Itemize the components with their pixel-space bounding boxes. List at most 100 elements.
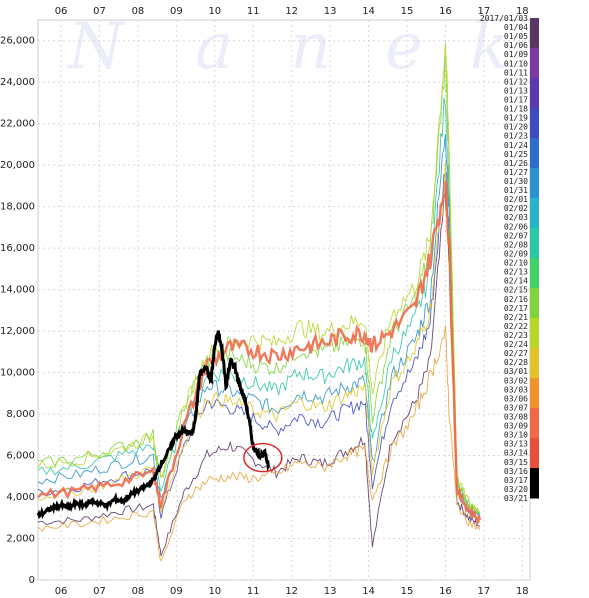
y-tick-label: 20,000	[0, 160, 35, 171]
legend-entry: 02/16	[504, 295, 528, 304]
legend-entry: 01/09	[504, 50, 528, 59]
x-tick-label-top: 13	[324, 6, 337, 17]
legend-color-segment	[530, 48, 539, 79]
watermark-letter: a	[195, 10, 233, 84]
x-tick-label-bottom: 11	[247, 586, 260, 597]
legend-entry: 03/08	[504, 412, 528, 421]
x-tick-label-bottom: 07	[93, 586, 106, 597]
legend-entry: 03/07	[504, 403, 528, 412]
y-tick-label: 12,000	[0, 326, 35, 337]
legend-color-segment	[530, 438, 539, 469]
legend-entry: 01/11	[504, 68, 528, 77]
x-tick-label-top: 09	[170, 6, 183, 17]
legend-entry: 03/06	[504, 394, 528, 403]
legend-color-segment	[530, 18, 539, 49]
annotation	[243, 442, 283, 473]
series-line	[37, 97, 481, 518]
legend-entry: 02/17	[504, 304, 528, 313]
legend-entry: 03/20	[504, 485, 528, 494]
legend-entry: 01/13	[504, 86, 528, 95]
y-tick-label: 14,000	[0, 285, 35, 296]
legend-entry: 01/04	[504, 23, 528, 32]
legend-entry: 02/10	[504, 259, 528, 268]
legend-entry: 02/24	[504, 340, 528, 349]
legend-color-segment	[530, 318, 539, 349]
watermark-letter: e	[385, 10, 423, 84]
legend-entry: 02/15	[504, 286, 528, 295]
legend-entry: 02/13	[504, 268, 528, 277]
watermark-letter: n	[290, 10, 331, 84]
legend-entry: 02/21	[504, 313, 528, 322]
legend-color-segment	[530, 228, 539, 259]
y-tick-label: 0	[29, 575, 35, 586]
legend-entry: 03/21	[504, 494, 528, 503]
watermark: N a n e k	[66, 10, 509, 84]
legend-color-segment	[530, 348, 539, 379]
legend-entry: 03/10	[504, 431, 528, 440]
series-line	[37, 46, 481, 514]
x-tick-label-top: 10	[208, 6, 221, 17]
legend-color-segment	[530, 258, 539, 289]
x-tick-label-top: 15	[401, 6, 414, 17]
legend-entry: 03/17	[504, 476, 528, 485]
legend-color-segment	[530, 78, 539, 109]
x-tick-label-top: 07	[93, 6, 106, 17]
y-tick-label: 24,000	[0, 77, 35, 88]
legend-entry: 03/01	[504, 367, 528, 376]
legend-entry: 01/23	[504, 132, 528, 141]
x-tick-label-top: 06	[55, 6, 68, 17]
x-tick-label-bottom: 13	[324, 586, 337, 597]
legend-entry: 02/02	[504, 204, 528, 213]
series-line	[37, 134, 481, 518]
x-tick-label-bottom: 12	[285, 586, 298, 597]
series-lines	[37, 42, 482, 562]
highlight-line	[36, 329, 270, 520]
x-tick-label-bottom: 14	[362, 586, 375, 597]
legend-entry: 02/09	[504, 249, 528, 258]
legend-entry: 02/07	[504, 231, 528, 240]
x-tick-label-bottom: 15	[401, 586, 414, 597]
legend-color-segment	[530, 138, 539, 169]
legend-entry: 02/03	[504, 213, 528, 222]
series-line	[37, 325, 481, 562]
legend-entry: 03/16	[504, 467, 528, 476]
legend-entry: 01/31	[504, 186, 528, 195]
legend-entry: 01/30	[504, 177, 528, 186]
series-line	[37, 181, 482, 527]
legend-entry: 01/19	[504, 114, 528, 123]
x-tick-label-top: 11	[247, 6, 260, 17]
legend-color-segment	[530, 108, 539, 139]
legend-entry: 02/08	[504, 240, 528, 249]
legend-entry: 03/03	[504, 385, 528, 394]
legend-entry: 01/18	[504, 105, 528, 114]
y-tick-label: 4,000	[6, 492, 35, 503]
y-tick-label: 2,000	[6, 534, 35, 545]
x-tick-label-bottom: 08	[132, 586, 145, 597]
series-line	[37, 42, 481, 515]
legend-entry: 01/25	[504, 150, 528, 159]
legend: 2017/01/0301/0401/0501/0601/0901/1001/11…	[480, 14, 539, 503]
legend-entry: 02/01	[504, 195, 528, 204]
legend-entry: 02/27	[504, 349, 528, 358]
legend-entry: 03/15	[504, 458, 528, 467]
y-tick-label: 10,000	[0, 368, 35, 379]
x-tick-label-top: 17	[478, 6, 491, 17]
legend-color-segment	[530, 408, 539, 439]
x-axis-top: 06 07 08 09 10 11 12 13 14 15 16 17 18	[55, 6, 529, 17]
legend-entry: 01/05	[504, 32, 528, 41]
x-tick-label-top: 08	[132, 6, 145, 17]
legend-color-segment	[530, 168, 539, 199]
annotation-circle	[243, 442, 283, 473]
x-axis-bottom: 06 07 08 09 10 11 12 13 14 15 16 17 18	[55, 586, 529, 597]
legend-entry: 03/13	[504, 440, 528, 449]
y-tick-label: 6,000	[6, 451, 35, 462]
highlight-series	[36, 329, 270, 520]
x-tick-label-top: 12	[285, 6, 298, 17]
legend-entry: 03/02	[504, 376, 528, 385]
x-tick-label-top: 18	[516, 6, 529, 17]
legend-color-segment	[530, 198, 539, 229]
legend-entry: 02/14	[504, 277, 528, 286]
legend-entry: 02/06	[504, 222, 528, 231]
legend-entry: 01/10	[504, 59, 528, 68]
